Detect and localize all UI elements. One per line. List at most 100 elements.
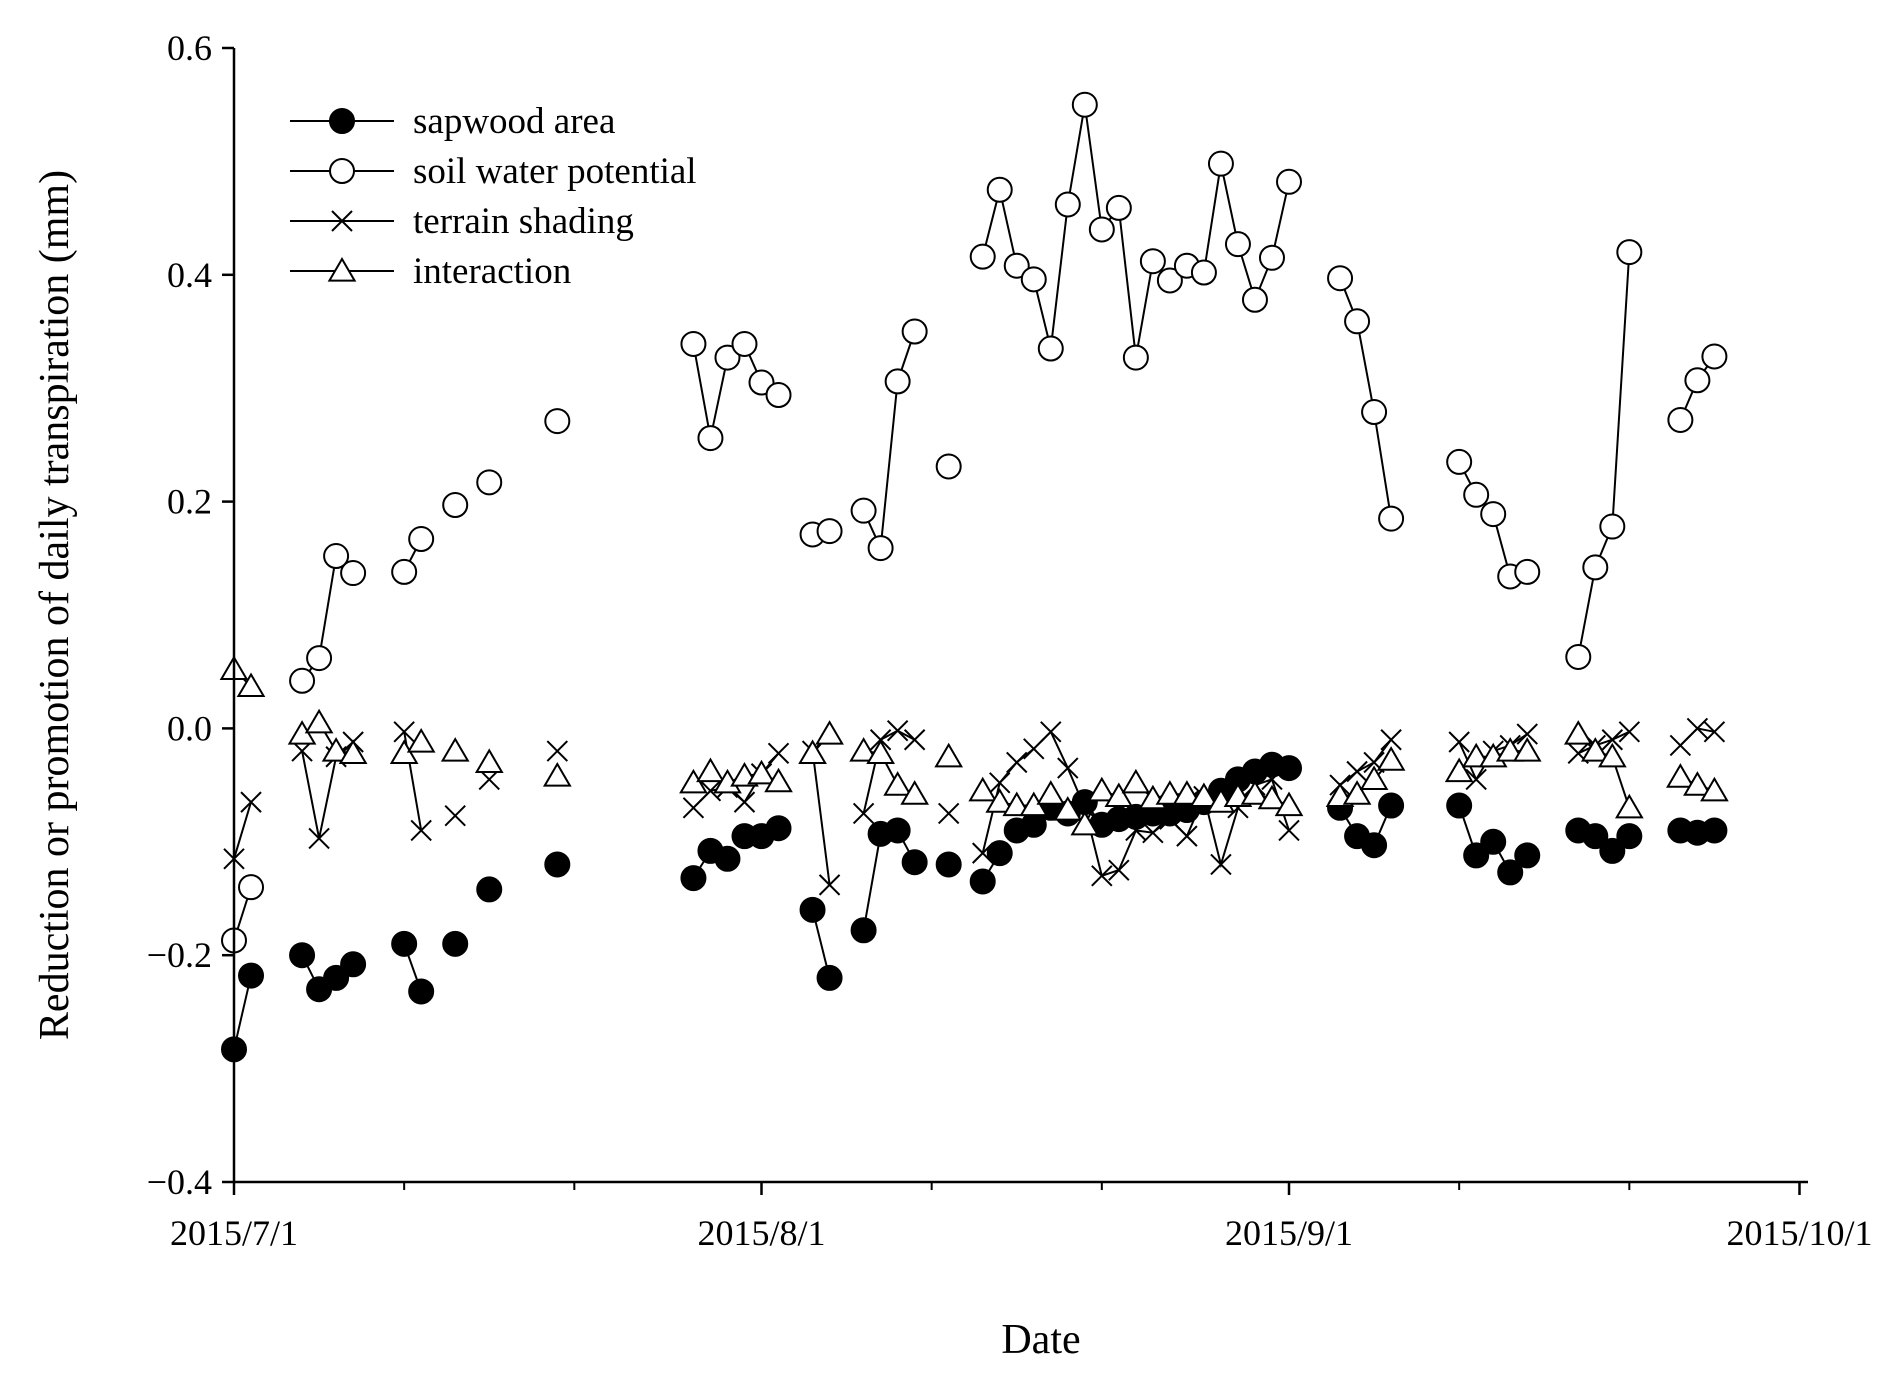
data-point-soil-water-potential <box>340 560 367 587</box>
data-point-sapwood-area <box>1378 792 1405 819</box>
data-point-terrain-shading <box>682 797 705 819</box>
data-point-soil-water-potential <box>1207 150 1234 177</box>
data-point-soil-water-potential <box>1156 267 1183 294</box>
data-point-terrain-shading <box>886 719 909 742</box>
data-point-soil-water-potential <box>476 469 503 496</box>
data-point-interaction <box>338 739 368 764</box>
data-point-terrain-shading <box>903 729 926 751</box>
series-soil-water-potential <box>221 91 1728 954</box>
data-point-interaction <box>1563 720 1593 745</box>
data-point-interaction <box>764 767 793 793</box>
data-point-interaction <box>1240 780 1270 805</box>
data-point-interaction <box>1342 780 1372 805</box>
data-point-soil-water-potential <box>1020 266 1047 293</box>
data-point-soil-water-potential <box>1003 252 1030 279</box>
data-point-soil-water-potential <box>1616 239 1643 266</box>
series-line-soil-water-potential <box>1577 252 1631 658</box>
data-point-soil-water-potential <box>901 318 928 345</box>
x-tick-label: 2015/10/1 <box>1726 1213 1872 1253</box>
data-point-interaction <box>1070 810 1100 836</box>
data-point-interaction <box>1444 757 1474 783</box>
data-point-soil-water-potential <box>731 330 758 357</box>
axes: −0.4 −0.2 0.0 0.2 0.4 0.6 2015/7/1 2015/8/1 2015… <box>32 28 1872 1363</box>
legend-label: terrain shading <box>413 201 634 242</box>
series-line-terrain-shading <box>1577 730 1630 755</box>
series-interaction <box>219 655 1729 836</box>
data-point-sapwood-area <box>408 978 435 1005</box>
data-point-terrain-shading <box>1601 729 1624 751</box>
data-point-terrain-shading <box>1210 853 1232 876</box>
data-point-interaction <box>1614 793 1644 819</box>
data-point-interaction <box>1461 742 1491 768</box>
legend-label: interaction <box>413 251 571 292</box>
y-tick-label: 0.0 <box>167 708 212 748</box>
data-point-terrain-shading <box>308 827 330 850</box>
data-point-terrain-shading <box>1703 721 1726 743</box>
data-point-sapwood-area <box>816 964 843 991</box>
x-tick-label: 2015/9/1 <box>1225 1213 1353 1253</box>
data-point-interaction <box>815 720 844 745</box>
data-point-soil-water-potential <box>1565 643 1592 670</box>
data-point-soil-water-potential <box>867 535 894 562</box>
data-point-soil-water-potential <box>1276 168 1303 195</box>
data-point-soil-water-potential <box>408 526 435 553</box>
legend-marker-soil-water-potential <box>329 158 355 184</box>
data-point-sapwood-area <box>714 845 741 872</box>
data-point-terrain-shading <box>410 819 432 842</box>
data-point-terrain-shading <box>733 791 756 813</box>
data-point-terrain-shading <box>1380 729 1402 751</box>
data-point-sapwood-area <box>1616 823 1643 850</box>
data-point-terrain-shading <box>1023 738 1045 760</box>
data-point-interaction <box>1700 776 1729 802</box>
data-point-interaction <box>1666 763 1695 788</box>
data-point-interaction <box>747 759 776 785</box>
data-point-sapwood-area <box>680 865 707 892</box>
data-point-interaction <box>1121 768 1151 794</box>
data-point-sapwood-area <box>884 817 911 844</box>
data-point-interaction <box>1495 737 1525 762</box>
data-point-sapwood-area <box>969 868 996 895</box>
data-point-sapwood-area <box>1446 792 1473 819</box>
data-point-interaction <box>798 739 827 764</box>
data-point-soil-water-potential <box>1361 399 1388 426</box>
data-point-soil-water-potential <box>1054 191 1081 218</box>
series-line-soil-water-potential <box>862 331 916 552</box>
data-point-sapwood-area <box>289 942 316 969</box>
data-point-interaction <box>934 742 964 768</box>
data-point-terrain-shading <box>1142 822 1164 844</box>
data-point-terrain-shading <box>1159 808 1181 830</box>
legend-label: soil water potential <box>413 151 697 192</box>
data-point-terrain-shading <box>546 740 569 762</box>
data-point-soil-water-potential <box>1122 344 1149 371</box>
data-point-terrain-shading <box>1006 751 1028 774</box>
data-point-interaction <box>1376 746 1406 771</box>
data-point-sapwood-area <box>986 840 1013 867</box>
data-point-soil-water-potential <box>1599 513 1626 540</box>
data-point-interaction <box>696 757 725 783</box>
legend-item-terrain-shading: terrain shading <box>290 201 634 242</box>
y-tick-label: −0.4 <box>147 1162 212 1202</box>
data-point-interaction <box>1172 780 1202 805</box>
data-point-interaction <box>236 672 266 698</box>
data-point-terrain-shading <box>818 874 841 896</box>
data-point-interaction <box>542 762 572 787</box>
data-point-soil-water-potential <box>816 518 843 545</box>
data-point-soil-water-potential <box>1224 231 1251 258</box>
data-point-interaction <box>474 748 504 774</box>
data-point-terrain-shading <box>1261 768 1283 791</box>
data-point-soil-water-potential <box>1071 91 1098 118</box>
data-point-soil-water-potential <box>1446 448 1473 475</box>
data-point-terrain-shading <box>1108 859 1130 881</box>
data-point-interaction <box>1053 796 1083 821</box>
data-point-interaction <box>968 776 998 802</box>
data-point-soil-water-potential <box>1241 286 1268 313</box>
data-point-sapwood-area <box>850 917 877 944</box>
data-point-soil-water-potential <box>765 382 792 409</box>
data-point-interaction <box>1087 776 1117 802</box>
data-point-soil-water-potential <box>1378 505 1405 532</box>
data-point-sapwood-area <box>1497 859 1524 886</box>
data-point-terrain-shading <box>1516 723 1538 745</box>
data-point-terrain-shading <box>1278 819 1300 842</box>
